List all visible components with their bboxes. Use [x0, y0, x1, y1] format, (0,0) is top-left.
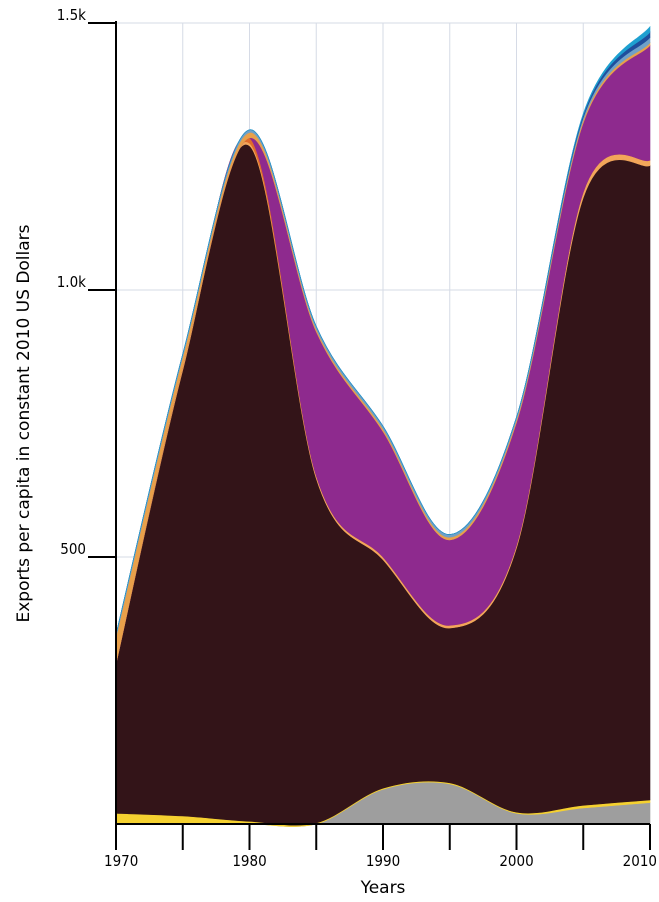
y-tick-label: 1.0k — [57, 273, 86, 291]
x-tick-label: 1970 — [104, 852, 138, 870]
x-axis-label: Years — [360, 878, 406, 898]
x-tick-label: 2010 — [623, 852, 657, 870]
y-tick-label: 500 — [60, 540, 86, 558]
y-tick-label: 1.5k — [57, 6, 86, 24]
x-tick-label: 1980 — [232, 852, 266, 870]
x-tick-label: 1990 — [366, 852, 400, 870]
x-tick-label: 2000 — [499, 852, 533, 870]
y-axis-label: Exports per capita in constant 2010 US D… — [14, 224, 34, 622]
